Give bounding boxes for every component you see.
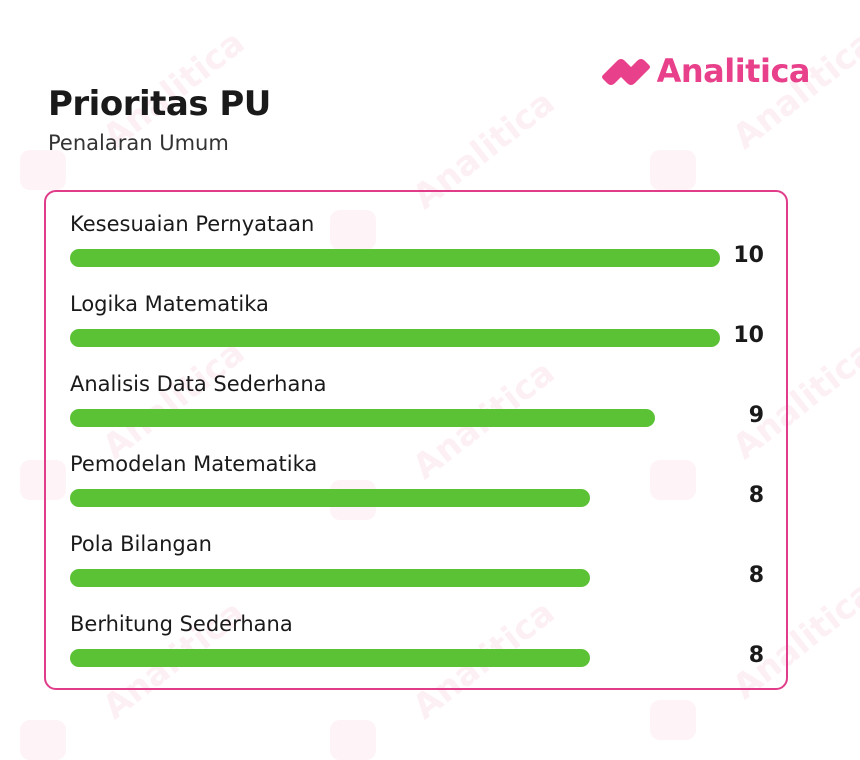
bar-value-label: 8	[748, 563, 764, 588]
bar-label: Analisis Data Sederhana	[70, 372, 327, 396]
brand-logo: Analitica	[601, 52, 811, 90]
bar	[70, 249, 720, 267]
watermark-logo-icon	[20, 150, 66, 190]
bar-label: Berhitung Sederhana	[70, 612, 293, 636]
bar-label: Logika Matematika	[70, 292, 269, 316]
analitica-logo-icon	[601, 59, 650, 85]
watermark-logo-icon	[650, 150, 696, 190]
bar-value-label: 8	[748, 483, 764, 508]
bar-label: Pemodelan Matematika	[70, 452, 318, 476]
bar	[70, 329, 720, 347]
bar-track	[70, 489, 720, 507]
page-title: Prioritas PU	[48, 84, 271, 124]
bar-value-label: 10	[733, 243, 764, 268]
watermark-logo-icon	[20, 720, 66, 760]
bar-track	[70, 249, 720, 267]
brand-name: Analitica	[656, 52, 811, 90]
page-subtitle: Penalaran Umum	[48, 131, 229, 155]
watermark-logo-icon	[330, 720, 376, 760]
watermark-logo-icon	[650, 700, 696, 740]
bar	[70, 649, 590, 667]
bar	[70, 409, 655, 427]
bar-chart-card: Kesesuaian Pernyataan 10 Logika Matematika…	[44, 190, 788, 690]
bar-label: Kesesuaian Pernyataan	[70, 212, 315, 236]
bar-track	[70, 329, 720, 347]
bar-track	[70, 649, 720, 667]
bar-track	[70, 409, 720, 427]
bar-value-label: 10	[733, 323, 764, 348]
bar-track	[70, 569, 720, 587]
bar-value-label: 8	[748, 643, 764, 668]
watermark-text: Analitica	[725, 22, 860, 158]
bar-label: Pola Bilangan	[70, 532, 212, 556]
bar	[70, 489, 590, 507]
bar-value-label: 9	[748, 403, 764, 428]
bar	[70, 569, 590, 587]
